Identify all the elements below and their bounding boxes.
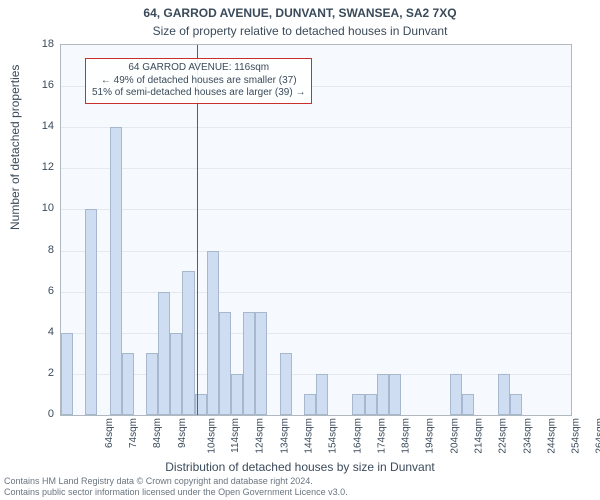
x-tick-label: 214sqm <box>474 418 485 454</box>
annotation-line-2: ← 49% of detached houses are smaller (37… <box>92 75 305 88</box>
histogram-bar <box>158 292 170 415</box>
y-tick-label: 6 <box>14 285 54 297</box>
footer-line-1: Contains HM Land Registry data © Crown c… <box>4 476 348 487</box>
x-tick-label: 84sqm <box>152 418 163 448</box>
grid-line <box>61 251 571 252</box>
y-tick-label: 12 <box>14 161 54 173</box>
x-tick-label: 114sqm <box>230 418 241 453</box>
x-tick-label: 264sqm <box>595 418 600 454</box>
histogram-bar <box>231 374 243 415</box>
histogram-bar <box>182 271 194 415</box>
chart-container: 64, GARROD AVENUE, DUNVANT, SWANSEA, SA2… <box>0 0 600 500</box>
histogram-bar <box>170 333 182 415</box>
x-tick-label: 244sqm <box>546 418 557 454</box>
y-tick-label: 10 <box>14 202 54 214</box>
x-tick-label: 94sqm <box>177 418 188 448</box>
histogram-bar <box>146 353 158 415</box>
footer-attribution: Contains HM Land Registry data © Crown c… <box>4 476 348 498</box>
grid-line <box>61 127 571 128</box>
chart-subtitle: Size of property relative to detached ho… <box>0 24 600 38</box>
x-tick-label: 104sqm <box>206 418 217 454</box>
x-tick-label: 204sqm <box>449 418 460 454</box>
grid-line <box>61 209 571 210</box>
x-tick-label: 224sqm <box>498 418 509 454</box>
y-tick-label: 2 <box>14 367 54 379</box>
histogram-bar <box>219 312 231 415</box>
histogram-bar <box>510 394 522 415</box>
histogram-bar <box>207 251 219 415</box>
histogram-bar <box>365 394 377 415</box>
grid-line <box>61 333 571 334</box>
histogram-bar <box>122 353 134 415</box>
x-tick-label: 64sqm <box>104 418 115 448</box>
y-tick-label: 14 <box>14 120 54 132</box>
x-tick-label: 234sqm <box>522 418 533 454</box>
x-tick-label: 184sqm <box>401 418 412 454</box>
annotation-line-3: 51% of semi-detached houses are larger (… <box>92 87 305 100</box>
histogram-bar <box>85 209 97 415</box>
x-tick-label: 254sqm <box>571 418 582 454</box>
histogram-bar <box>255 312 267 415</box>
x-tick-label: 154sqm <box>328 418 339 454</box>
histogram-bar <box>352 394 364 415</box>
annotation-line-1: 64 GARROD AVENUE: 116sqm <box>92 62 305 75</box>
histogram-bar <box>110 127 122 415</box>
x-tick-label: 134sqm <box>279 418 290 454</box>
footer-line-2: Contains public sector information licen… <box>4 487 348 498</box>
histogram-bar <box>280 353 292 415</box>
histogram-bar <box>61 333 73 415</box>
histogram-bar <box>377 374 389 415</box>
annotation-box: 64 GARROD AVENUE: 116sqm ← 49% of detach… <box>85 58 312 104</box>
histogram-bar <box>304 394 316 415</box>
x-tick-label: 194sqm <box>425 418 436 454</box>
chart-title-address: 64, GARROD AVENUE, DUNVANT, SWANSEA, SA2… <box>0 6 600 20</box>
y-tick-label: 4 <box>14 326 54 338</box>
y-tick-label: 18 <box>14 38 54 50</box>
grid-line <box>61 168 571 169</box>
x-tick-label: 124sqm <box>255 418 266 454</box>
y-tick-label: 0 <box>14 408 54 420</box>
y-tick-label: 8 <box>14 244 54 256</box>
histogram-bar <box>462 394 474 415</box>
grid-line <box>61 292 571 293</box>
x-tick-label: 164sqm <box>352 418 363 454</box>
histogram-bar <box>498 374 510 415</box>
x-tick-label: 144sqm <box>304 418 315 454</box>
histogram-bar <box>389 374 401 415</box>
x-axis-label: Distribution of detached houses by size … <box>0 460 600 474</box>
histogram-bar <box>243 312 255 415</box>
x-tick-label: 174sqm <box>376 418 387 454</box>
x-tick-label: 74sqm <box>128 418 139 448</box>
histogram-bar <box>316 374 328 415</box>
y-tick-label: 16 <box>14 79 54 91</box>
histogram-bar <box>450 374 462 415</box>
